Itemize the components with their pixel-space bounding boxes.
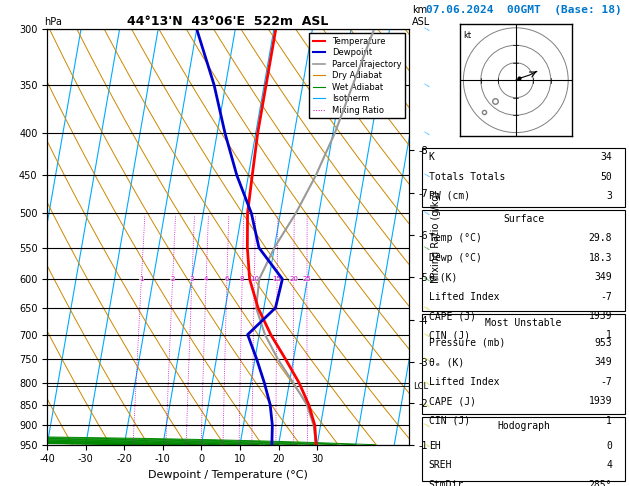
Text: Hodograph: Hodograph [497,421,550,432]
Text: \: \ [425,245,431,251]
Text: 0: 0 [606,441,612,451]
Text: -7: -7 [601,377,612,387]
Bar [423,210,625,311]
Text: 4: 4 [204,276,208,282]
Text: \: \ [425,357,431,363]
Text: 349: 349 [594,272,612,282]
Bar [423,314,625,414]
Text: Totals Totals: Totals Totals [429,172,505,182]
Text: 15: 15 [272,276,282,282]
Text: \: \ [425,26,431,32]
Text: CIN (J): CIN (J) [429,416,470,426]
Text: 285°: 285° [589,480,612,486]
Text: StmDir: StmDir [429,480,464,486]
Text: 10: 10 [250,276,259,282]
Text: 3: 3 [606,191,612,201]
Text: \: \ [425,82,431,87]
Text: \: \ [425,173,431,178]
Text: 3: 3 [190,276,194,282]
Text: LCL: LCL [413,382,428,391]
Text: Dewp (°C): Dewp (°C) [429,253,482,263]
Text: 4: 4 [606,460,612,470]
Text: K: K [429,152,435,162]
Text: kt: kt [464,31,472,40]
Text: \: \ [425,380,431,386]
Y-axis label: Mixing Ratio (g/kg): Mixing Ratio (g/kg) [431,191,441,283]
Text: Lifted Index: Lifted Index [429,377,499,387]
Text: -7: -7 [601,292,612,302]
Text: 953: 953 [594,338,612,348]
Text: θₑ (K): θₑ (K) [429,357,464,367]
Text: 20: 20 [289,276,298,282]
Text: Most Unstable: Most Unstable [486,318,562,329]
Text: 1: 1 [606,416,612,426]
Text: CAPE (J): CAPE (J) [429,396,476,406]
Text: 1: 1 [606,330,612,341]
Text: \: \ [425,305,431,311]
Bar [423,417,625,481]
Text: 34: 34 [601,152,612,162]
Text: km
ASL: km ASL [412,5,430,27]
Text: Pressure (mb): Pressure (mb) [429,338,505,348]
X-axis label: Dewpoint / Temperature (°C): Dewpoint / Temperature (°C) [148,470,308,480]
Text: CIN (J): CIN (J) [429,330,470,341]
Text: Lifted Index: Lifted Index [429,292,499,302]
Text: 1939: 1939 [589,396,612,406]
Text: \: \ [425,442,431,448]
Text: 18.3: 18.3 [589,253,612,263]
Title: 44°13'N  43°06'E  522m  ASL: 44°13'N 43°06'E 522m ASL [127,15,329,28]
Text: SREH: SREH [429,460,452,470]
Text: Surface: Surface [503,214,544,224]
Text: \: \ [425,210,431,216]
Text: 6: 6 [225,276,229,282]
Text: 1939: 1939 [589,311,612,321]
Bar [423,148,625,207]
Text: \: \ [425,276,431,282]
Text: PW (cm): PW (cm) [429,191,470,201]
Text: 07.06.2024  00GMT  (Base: 18): 07.06.2024 00GMT (Base: 18) [426,5,621,15]
Text: 1: 1 [139,276,143,282]
Text: hPa: hPa [44,17,62,27]
Legend: Temperature, Dewpoint, Parcel Trajectory, Dry Adiabat, Wet Adiabat, Isotherm, Mi: Temperature, Dewpoint, Parcel Trajectory… [309,34,404,118]
Text: CAPE (J): CAPE (J) [429,311,476,321]
Text: Temp (°C): Temp (°C) [429,233,482,243]
Text: θₑ(K): θₑ(K) [429,272,458,282]
Text: \: \ [425,401,431,408]
Text: \: \ [425,422,431,428]
Text: 29.8: 29.8 [589,233,612,243]
Text: \: \ [425,331,431,338]
Text: 25: 25 [303,276,311,282]
Text: 8: 8 [240,276,245,282]
Text: EH: EH [429,441,440,451]
Text: 349: 349 [594,357,612,367]
Text: 2: 2 [170,276,175,282]
Text: \: \ [425,130,431,136]
Text: 50: 50 [601,172,612,182]
